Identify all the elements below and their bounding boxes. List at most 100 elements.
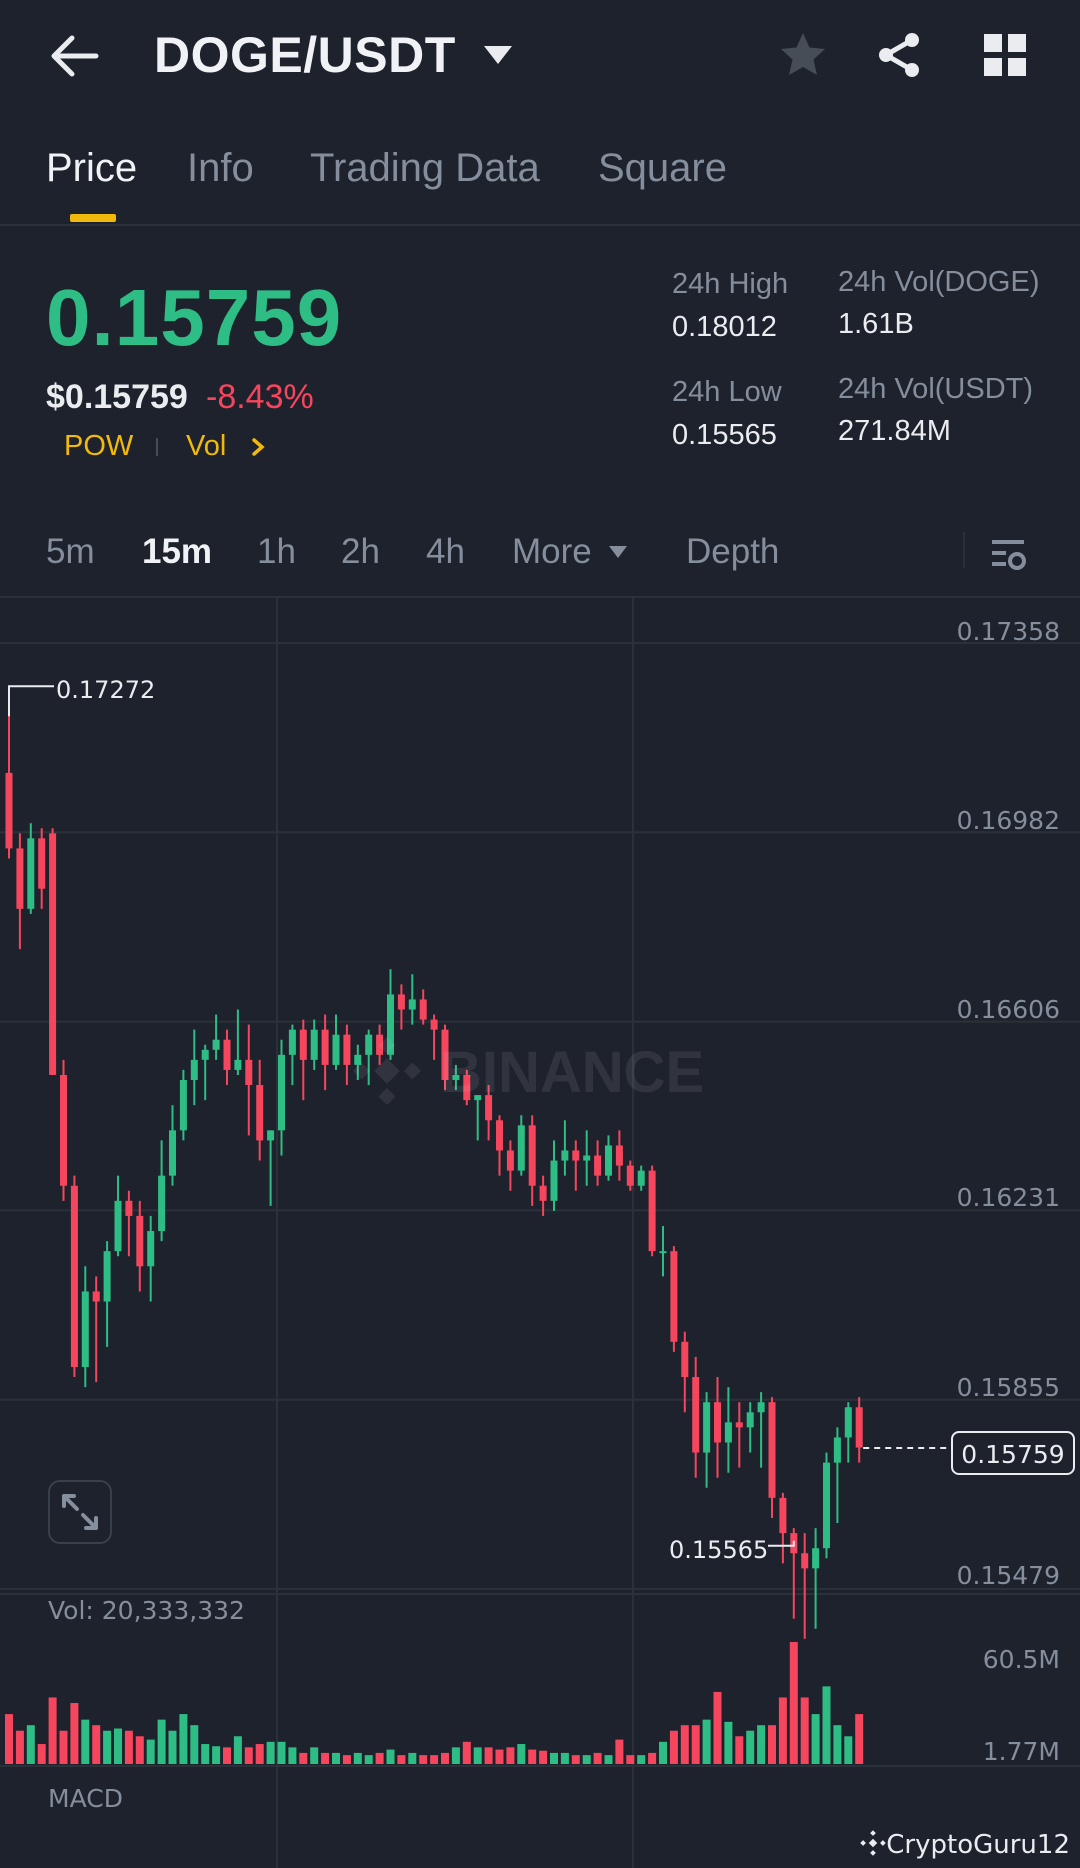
volume-bar	[201, 1744, 210, 1764]
candlestick-chart[interactable]	[0, 597, 1080, 1868]
volume-bar	[855, 1714, 864, 1764]
candle-down	[463, 1074, 471, 1101]
candle-down	[528, 1125, 536, 1186]
volume-bar	[157, 1719, 166, 1764]
chart-settings-icon[interactable]	[988, 534, 1028, 574]
tab-price[interactable]: Price	[46, 146, 138, 190]
last-price: 0.15759	[46, 273, 343, 362]
candle-up	[169, 1130, 176, 1176]
volume-bar	[92, 1725, 101, 1764]
interval-bar: 5m 15m 1h 2h 4h More Depth	[0, 520, 1080, 598]
vol-base-label: 24h Vol(DOGE)	[838, 266, 1040, 298]
candle-down	[60, 1074, 67, 1186]
volume-bar	[582, 1755, 591, 1764]
dropdown-caret-icon[interactable]	[480, 40, 516, 70]
candle-down	[299, 1029, 307, 1060]
candle-up	[267, 1130, 275, 1141]
volume-bar	[364, 1755, 373, 1764]
volume-bar	[648, 1752, 657, 1764]
share-icon[interactable]	[872, 28, 926, 82]
back-arrow-icon[interactable]	[46, 28, 102, 84]
interval-more[interactable]: More	[512, 532, 592, 571]
volume-bar	[702, 1719, 711, 1764]
volume-bar	[495, 1749, 504, 1764]
candle-up	[561, 1150, 569, 1161]
volume-bar	[735, 1736, 744, 1764]
candle-down	[125, 1200, 133, 1216]
candle-up	[234, 1059, 242, 1070]
volume-bar	[310, 1747, 319, 1764]
volume-bar	[713, 1691, 722, 1764]
top-bar: DOGE/USDT	[0, 0, 1080, 112]
volume-bar	[800, 1697, 809, 1764]
volume-bar	[124, 1730, 133, 1764]
candle-up	[310, 1029, 318, 1060]
candle-down	[779, 1497, 787, 1534]
volume-bar	[593, 1752, 602, 1764]
volume-bar	[48, 1697, 57, 1764]
interval-5m[interactable]: 5m	[46, 532, 95, 571]
volume-bar	[615, 1739, 624, 1764]
depth-tab[interactable]: Depth	[686, 532, 780, 571]
volume-bar	[528, 1749, 537, 1764]
vol-quote-label: 24h Vol(USDT)	[838, 373, 1034, 405]
interval-2h[interactable]: 2h	[341, 532, 380, 571]
vol-tag[interactable]: Vol	[186, 430, 227, 462]
volume-bar	[342, 1755, 351, 1764]
chevron-right-icon[interactable]	[248, 432, 270, 462]
fullscreen-button[interactable]	[48, 1480, 112, 1544]
candle-up	[158, 1175, 166, 1232]
candle-up	[746, 1412, 754, 1428]
volume-bar	[15, 1730, 24, 1764]
volume-bar	[811, 1714, 820, 1764]
volume-bar	[168, 1730, 177, 1764]
interval-1h[interactable]: 1h	[257, 532, 296, 571]
tab-square[interactable]: Square	[598, 146, 727, 190]
candle-down	[539, 1185, 547, 1201]
volume-bar	[778, 1697, 787, 1764]
candle-up	[387, 994, 394, 1055]
candle-down	[594, 1155, 602, 1176]
volume-bar	[571, 1755, 580, 1764]
volume-bar	[244, 1747, 253, 1764]
candle-up	[703, 1402, 711, 1453]
pow-tag[interactable]: POW	[64, 430, 134, 462]
vol-base-value: 1.61B	[838, 308, 914, 340]
volume-bar	[70, 1703, 79, 1764]
candle-up	[844, 1407, 852, 1438]
tab-info[interactable]: Info	[187, 146, 254, 190]
pair-title[interactable]: DOGE/USDT	[154, 27, 456, 83]
grid-icon[interactable]	[980, 30, 1030, 80]
tab-trading-data[interactable]: Trading Data	[310, 146, 540, 190]
star-icon[interactable]	[776, 28, 830, 82]
volume-tick-label: 60.5M	[982, 1645, 1060, 1674]
volume-bar	[462, 1741, 471, 1764]
candle-down	[648, 1170, 656, 1252]
volume-bar	[266, 1741, 275, 1764]
volume-bar	[768, 1725, 776, 1764]
candle-down	[441, 1029, 449, 1081]
candle-up	[833, 1437, 841, 1463]
y-tick-label: 0.17358	[956, 617, 1060, 646]
candle-down	[735, 1422, 743, 1428]
volume-bar	[255, 1744, 264, 1764]
interval-4h[interactable]: 4h	[426, 532, 465, 571]
candle-up	[659, 1251, 667, 1254]
volume-bar	[375, 1752, 384, 1764]
volume-bar	[626, 1755, 635, 1764]
candle-down	[855, 1407, 863, 1448]
usd-price: $0.15759	[46, 378, 188, 416]
interval-15m[interactable]: 15m	[142, 532, 213, 571]
volume-bar	[299, 1752, 308, 1764]
volume-bar	[669, 1730, 678, 1764]
volume-bar	[724, 1721, 733, 1764]
candle-down	[419, 999, 427, 1020]
candle-up	[81, 1291, 89, 1367]
volume-bar	[212, 1746, 221, 1764]
candle-down	[136, 1215, 144, 1267]
dropdown-caret-icon[interactable]	[608, 544, 628, 560]
low-marker-label: 0.15565	[669, 1536, 769, 1564]
candles	[5, 687, 863, 1639]
candle-up	[332, 1034, 340, 1065]
candle-down	[256, 1085, 264, 1141]
